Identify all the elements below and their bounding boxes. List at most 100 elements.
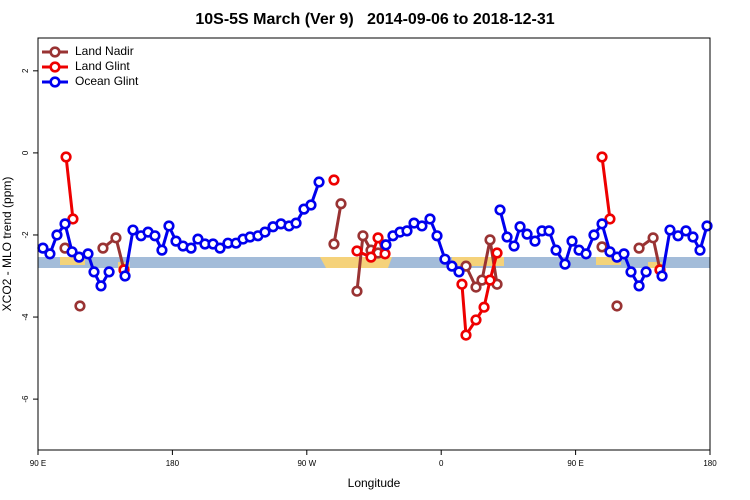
- data-point: [357, 230, 369, 242]
- data-point: [95, 280, 107, 292]
- x-axis-label: Longitude: [348, 476, 401, 490]
- data-point: [491, 247, 503, 259]
- data-point: [313, 176, 325, 188]
- x-tick-label: 180: [166, 459, 180, 468]
- data-point: [687, 231, 699, 243]
- data-point: [401, 225, 413, 237]
- data-point: [618, 248, 630, 260]
- legend-marker: [49, 76, 61, 88]
- data-point: [604, 213, 616, 225]
- y-tick-label: -2: [21, 231, 30, 239]
- chart-title: 10S-5S March (Ver 9) 2014-09-06 to 2018-…: [195, 11, 554, 28]
- data-point: [351, 245, 363, 257]
- data-point: [37, 242, 49, 254]
- data-point: [596, 241, 608, 253]
- data-point: [305, 199, 317, 211]
- data-point: [460, 329, 472, 341]
- data-point: [580, 248, 592, 260]
- data-point: [379, 248, 391, 260]
- data-point: [60, 151, 72, 163]
- data-point: [470, 281, 482, 293]
- data-point: [508, 240, 520, 252]
- data-point: [501, 231, 513, 243]
- legend-label: Land Glint: [75, 59, 130, 73]
- plot-frame: [37, 37, 711, 451]
- data-point: [88, 266, 100, 278]
- data-point: [149, 230, 161, 242]
- data-point: [259, 226, 271, 238]
- data-point: [514, 221, 526, 233]
- data-point: [656, 270, 668, 282]
- data-point: [74, 300, 86, 312]
- data-point: [192, 233, 204, 245]
- legend-marker: [49, 61, 61, 73]
- data-point: [566, 235, 578, 247]
- data-point: [156, 244, 168, 256]
- legend-label: Ocean Glint: [75, 74, 139, 88]
- data-point: [51, 229, 63, 241]
- data-point: [694, 244, 706, 256]
- data-point: [701, 220, 713, 232]
- data-point: [67, 213, 79, 225]
- data-point: [596, 151, 608, 163]
- data-point: [633, 242, 645, 254]
- x-tick-label: 90 W: [297, 459, 316, 468]
- data-point: [596, 218, 608, 230]
- data-point: [44, 248, 56, 260]
- data-point: [446, 260, 458, 272]
- legend-marker: [49, 46, 61, 58]
- data-point: [365, 251, 377, 263]
- data-point: [351, 285, 363, 297]
- y-axis-label: XCO2 - MLO trend (ppm): [0, 177, 14, 312]
- data-point: [110, 232, 122, 244]
- data-point: [103, 266, 115, 278]
- data-point: [380, 239, 392, 251]
- data-point: [82, 248, 94, 260]
- data-point: [372, 232, 384, 244]
- data-point: [640, 266, 652, 278]
- data-point: [456, 278, 468, 290]
- data-point: [59, 218, 71, 230]
- y-tick-label: -6: [21, 395, 30, 403]
- y-tick-label: -4: [21, 313, 30, 321]
- y-tick-label: 0: [21, 150, 30, 155]
- data-point: [214, 242, 226, 254]
- legend-label: Land Nadir: [75, 44, 134, 58]
- data-point: [335, 198, 347, 210]
- data-point: [529, 235, 541, 247]
- data-point: [484, 274, 496, 286]
- data-point: [543, 225, 555, 237]
- data-point: [550, 244, 562, 256]
- data-point: [328, 174, 340, 186]
- data-point: [97, 242, 109, 254]
- data-point: [119, 270, 131, 282]
- data-point: [647, 232, 659, 244]
- data-point: [453, 266, 465, 278]
- data-point: [290, 217, 302, 229]
- data-point: [521, 228, 533, 240]
- x-tick-label: 90 E: [567, 459, 583, 468]
- data-point: [424, 213, 436, 225]
- data-point: [328, 238, 340, 250]
- data-point: [611, 300, 623, 312]
- data-point: [559, 258, 571, 270]
- data-point: [170, 235, 182, 247]
- data-point: [478, 301, 490, 313]
- y-tick-label: 2: [21, 68, 30, 73]
- data-point: [431, 230, 443, 242]
- data-point: [484, 234, 496, 246]
- data-point: [494, 204, 506, 216]
- data-point: [633, 280, 645, 292]
- data-point: [185, 242, 197, 254]
- data-point: [664, 224, 676, 236]
- x-tick-label: 180: [703, 459, 717, 468]
- x-tick-label: 0: [439, 459, 444, 468]
- data-point: [625, 266, 637, 278]
- data-point: [163, 220, 175, 232]
- x-tick-label: 90 E: [30, 459, 46, 468]
- data-point: [604, 246, 616, 258]
- data-point: [460, 260, 472, 272]
- data-point: [127, 224, 139, 236]
- data-point: [73, 251, 85, 263]
